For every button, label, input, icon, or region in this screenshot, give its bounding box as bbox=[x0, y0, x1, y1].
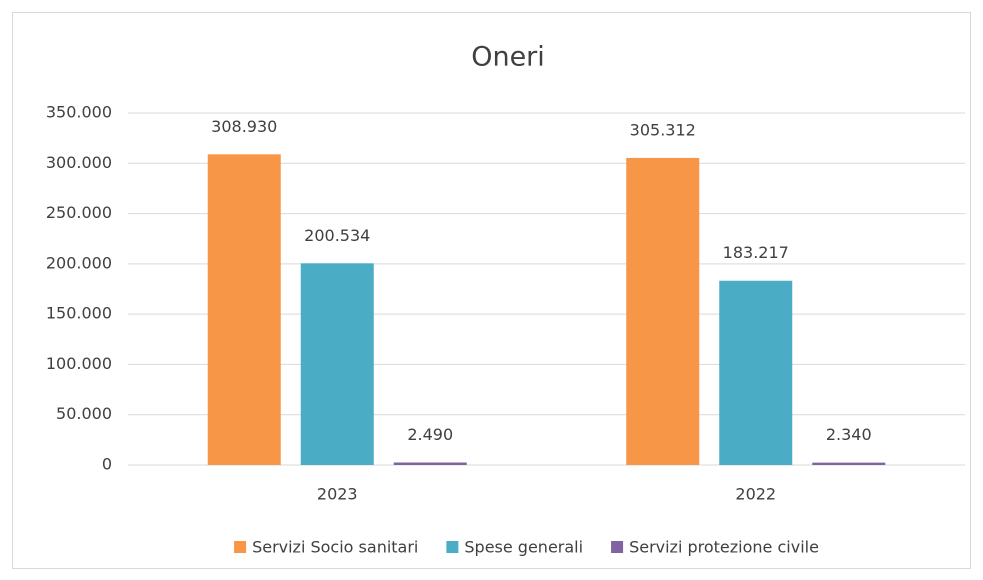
bar bbox=[719, 280, 793, 465]
y-tick-label: 200.000 bbox=[46, 253, 112, 272]
data-label: 200.534 bbox=[304, 226, 370, 245]
bar bbox=[300, 263, 374, 465]
data-label: 183.217 bbox=[723, 243, 789, 262]
legend-label: Servizi protezione civile bbox=[629, 538, 819, 557]
legend-label: Spese generali bbox=[464, 538, 583, 557]
data-label: 305.312 bbox=[630, 120, 696, 139]
y-tick-label: 50.000 bbox=[56, 404, 112, 423]
y-tick-label: 100.000 bbox=[46, 354, 112, 373]
chart-title: Oneri bbox=[471, 42, 545, 73]
y-tick-label: 350.000 bbox=[46, 103, 112, 122]
y-tick-label: 0 bbox=[102, 455, 112, 474]
x-tick-label: 2023 bbox=[317, 485, 358, 504]
chart-border bbox=[12, 12, 971, 569]
bar bbox=[812, 462, 886, 465]
legend-swatch bbox=[611, 541, 624, 553]
x-tick-label: 2022 bbox=[735, 485, 776, 504]
legend-label: Servizi Socio sanitari bbox=[252, 538, 418, 557]
data-label: 2.340 bbox=[826, 425, 872, 444]
data-label: 2.490 bbox=[407, 425, 453, 444]
bar bbox=[626, 157, 700, 465]
data-label: 308.930 bbox=[211, 117, 277, 136]
y-tick-label: 150.000 bbox=[46, 304, 112, 323]
legend-swatch bbox=[446, 541, 459, 553]
bar bbox=[393, 462, 467, 465]
y-tick-label: 250.000 bbox=[46, 203, 112, 222]
bar bbox=[207, 154, 281, 465]
legend-swatch bbox=[234, 541, 247, 553]
y-tick-label: 300.000 bbox=[46, 153, 112, 172]
